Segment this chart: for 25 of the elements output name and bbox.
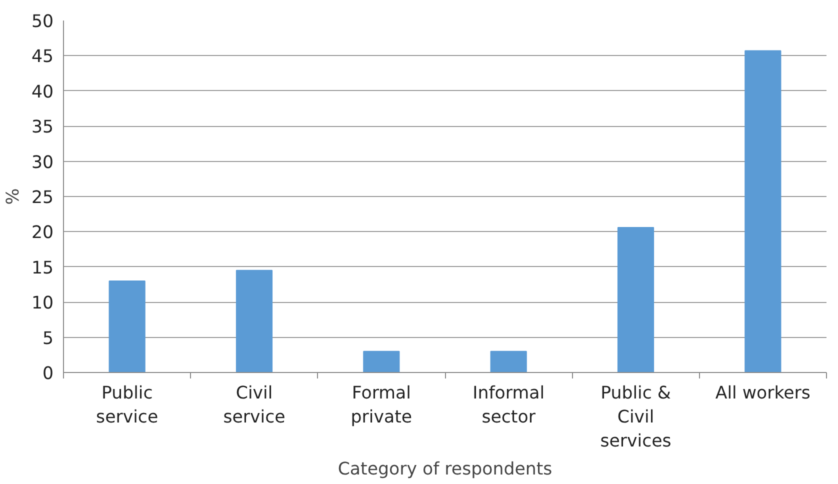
y-tick-label: 45	[31, 47, 54, 68]
x-axis-title: Category of respondents	[338, 460, 552, 480]
x-tick-label: Formal private	[350, 384, 412, 428]
y-tick-label: 10	[31, 294, 54, 314]
bar	[744, 50, 782, 372]
y-tick-label: 20	[31, 223, 54, 244]
x-tick-label: Informal sector	[472, 384, 545, 428]
bar	[617, 226, 654, 372]
y-tick-label: 30	[31, 152, 54, 173]
y-tick-label: 40	[31, 82, 54, 102]
bar	[108, 280, 146, 372]
bar	[490, 350, 527, 372]
y-tick-label: 5	[42, 328, 54, 349]
x-tick-label: Civil service	[223, 384, 286, 428]
y-axis-title: %	[3, 188, 24, 205]
x-tick-label: All workers	[715, 384, 810, 404]
y-tick-label: 50	[31, 12, 54, 32]
y-tick-label: 0	[42, 364, 54, 384]
y-tick-label: 35	[31, 118, 54, 138]
y-tick-label: 15	[31, 258, 54, 278]
bar	[236, 270, 273, 372]
x-tick-label: Public service	[96, 384, 158, 428]
bar	[363, 350, 400, 372]
x-tick-label: Public & Civil services	[600, 384, 672, 452]
y-tick-label: 25	[31, 188, 54, 208]
